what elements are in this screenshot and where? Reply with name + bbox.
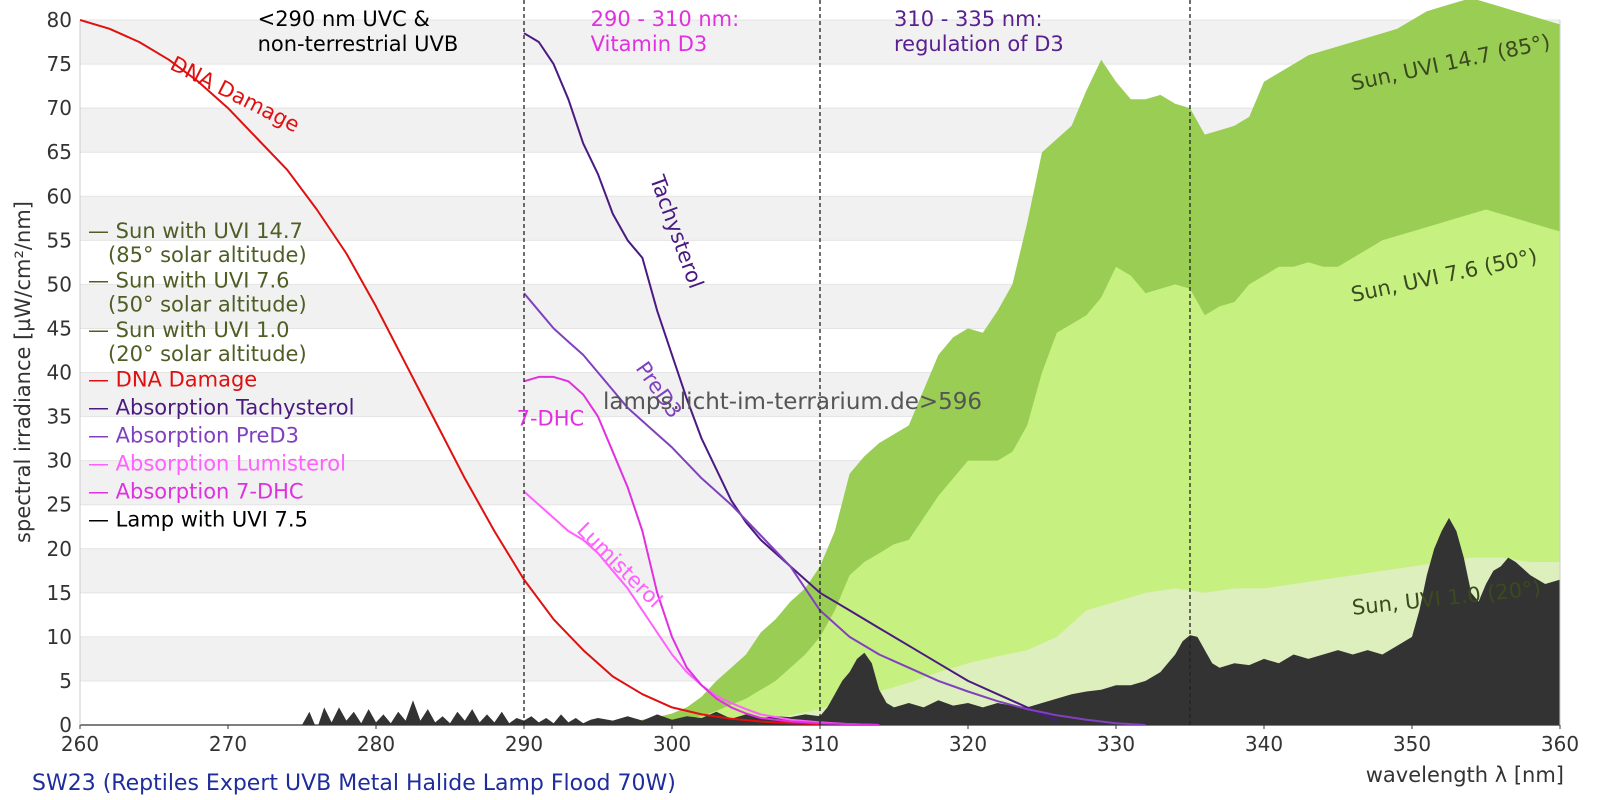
legend-line: — Sun with UVI 14.7 bbox=[88, 219, 303, 243]
legend-line: (85° solar altitude) bbox=[88, 243, 307, 267]
legend-item-absorption-pred3: — Absorption PreD3 bbox=[88, 424, 299, 448]
x-tick-label: 340 bbox=[1245, 732, 1283, 756]
x-tick-label: 320 bbox=[949, 732, 987, 756]
legend-item-dna-damage: — DNA Damage bbox=[88, 368, 257, 392]
y-tick-label: 70 bbox=[47, 96, 72, 120]
sun-and-lamp-areas bbox=[302, 0, 1560, 725]
region-label-line: 310 - 335 nm: bbox=[894, 7, 1043, 31]
label-absorption-7-dhc: 7-DHC bbox=[517, 406, 585, 430]
region-label-line: Vitamin D3 bbox=[591, 32, 708, 56]
x-tick-label: 280 bbox=[357, 732, 395, 756]
y-tick-label: 0 bbox=[59, 713, 72, 737]
x-axis-label: wavelength λ [nm] bbox=[1366, 763, 1564, 787]
legend-line: — Absorption PreD3 bbox=[88, 424, 299, 448]
chart-caption: SW23 (Reptiles Expert UVB Metal Halide L… bbox=[32, 771, 676, 796]
y-tick-label: 55 bbox=[47, 228, 72, 252]
x-tick-label: 290 bbox=[505, 732, 543, 756]
x-tick-label: 300 bbox=[653, 732, 691, 756]
watermark: lamps.licht-im-terrarium.de>596 bbox=[603, 389, 982, 415]
region-label-2: 290 - 310 nm: Vitamin D3 bbox=[591, 7, 740, 56]
line-absorption-tachysterol bbox=[523, 32, 1058, 722]
y-tick-label: 30 bbox=[47, 449, 72, 473]
legend-item-absorption-lumisterol: — Absorption Lumisterol bbox=[88, 452, 346, 476]
region-label-1: <290 nm UVC & non-terrestrial UVB bbox=[258, 7, 459, 56]
y-tick-label: 75 bbox=[47, 52, 72, 76]
legend-line: (20° solar altitude) bbox=[88, 342, 307, 366]
x-tick-label: 330 bbox=[1097, 732, 1135, 756]
legend-item-absorption-7-dhc: — Absorption 7-DHC bbox=[88, 480, 304, 504]
region-label-line: <290 nm UVC & bbox=[258, 7, 430, 31]
absorption-curves bbox=[80, 19, 1146, 725]
region-labels: <290 nm UVC & non-terrestrial UVB 290 - 31… bbox=[258, 7, 1064, 56]
line-absorption-lumisterol bbox=[523, 490, 880, 725]
x-tick-label: 260 bbox=[61, 732, 99, 756]
region-dividers bbox=[523, 0, 1191, 725]
y-tick-label: 65 bbox=[47, 140, 72, 164]
legend-line: — Sun with UVI 1.0 bbox=[88, 318, 290, 342]
y-tick-label: 25 bbox=[47, 493, 72, 517]
legend-line: — Sun with UVI 7.6 bbox=[88, 269, 290, 293]
legend-line: — Absorption Tachysterol bbox=[88, 396, 354, 420]
y-tick-label: 15 bbox=[47, 581, 72, 605]
x-tick-label: 350 bbox=[1393, 732, 1431, 756]
x-tick-labels: 260 270 280 290 300 310 320 330 340 350 360 bbox=[61, 725, 1579, 756]
y-tick-label: 50 bbox=[47, 272, 72, 296]
line-dna-damage bbox=[80, 19, 821, 725]
legend-line: — DNA Damage bbox=[88, 368, 257, 392]
y-tick-label: 10 bbox=[47, 625, 72, 649]
y-tick-label: 60 bbox=[47, 184, 72, 208]
area-lamp-with-uvi-7-5 bbox=[302, 517, 1560, 725]
legend-item-sun-with-uvi-1-0: — Sun with UVI 1.0 (20° solar altitude) bbox=[88, 318, 307, 366]
region-label-line: regulation of D3 bbox=[894, 32, 1064, 56]
line-absorption-pred3 bbox=[523, 292, 1146, 725]
region-label-line: non-terrestrial UVB bbox=[258, 32, 459, 56]
line-absorption-7-dhc bbox=[523, 375, 880, 725]
legend-line: — Absorption 7-DHC bbox=[88, 480, 304, 504]
y-axis-label: spectral irradiance [µW/cm²/nm] bbox=[11, 201, 35, 543]
y-tick-labels: 0 5 10 15 20 25 30 35 40 45 50 55 60 65 70 75 80 bbox=[47, 8, 72, 737]
y-tick-label: 5 bbox=[59, 669, 72, 693]
legend-item-absorption-tachysterol: — Absorption Tachysterol bbox=[88, 396, 354, 420]
legend-item-lamp-with-uvi-7-5: — Lamp with UVI 7.5 bbox=[88, 508, 308, 532]
region-label-line: 290 - 310 nm: bbox=[591, 7, 740, 31]
y-tick-label: 35 bbox=[47, 405, 72, 429]
legend-item-sun-with-uvi-14-7: — Sun with UVI 14.7 (85° solar altitude) bbox=[88, 219, 307, 267]
legend-item-sun-with-uvi-7-6: — Sun with UVI 7.6 (50° solar altitude) bbox=[88, 269, 307, 317]
x-tick-label: 310 bbox=[801, 732, 839, 756]
y-tick-label: 20 bbox=[47, 537, 72, 561]
legend-line: — Absorption Lumisterol bbox=[88, 452, 346, 476]
y-tick-label: 80 bbox=[47, 8, 72, 32]
y-tick-label: 45 bbox=[47, 316, 72, 340]
x-tick-label: 360 bbox=[1541, 732, 1579, 756]
region-label-3: 310 - 335 nm: regulation of D3 bbox=[894, 7, 1064, 56]
legend: — Sun with UVI 14.7 (85° solar altitude)… bbox=[88, 219, 354, 532]
legend-line: (50° solar altitude) bbox=[88, 293, 307, 317]
legend-line: — Lamp with UVI 7.5 bbox=[88, 508, 308, 532]
x-tick-label: 270 bbox=[209, 732, 247, 756]
y-tick-label: 40 bbox=[47, 361, 72, 385]
